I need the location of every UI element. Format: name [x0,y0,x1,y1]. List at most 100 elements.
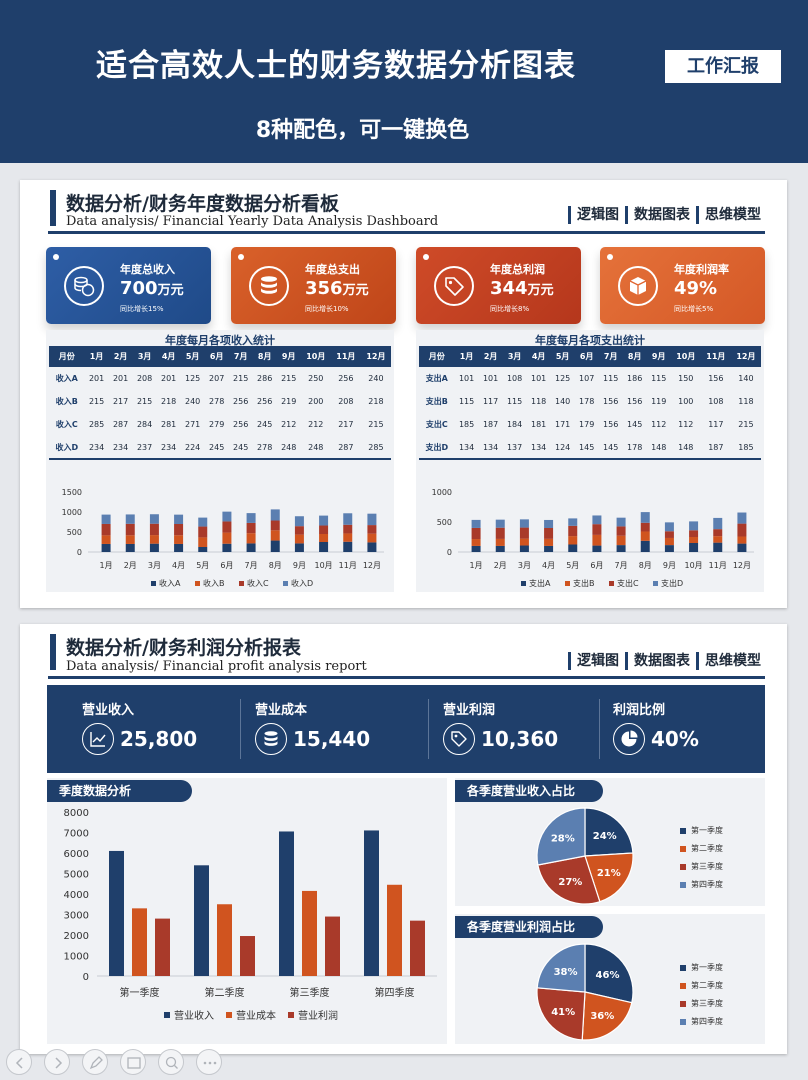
table-cell: 245 [204,436,229,460]
table-cell: 112 [651,420,667,429]
title-accent-bar [50,634,56,670]
legend-item: 第三季度 [680,995,723,1013]
legend-label: 第二季度 [691,981,723,990]
table-cell: 256 [233,420,249,429]
slide-yearly-dashboard[interactable]: 数据分析/财务年度数据分析看板 Data analysis/ Financial… [20,180,787,608]
next-icon[interactable] [44,1049,70,1075]
table-cell: 208 [338,397,354,406]
column-header: 5月 [550,346,575,367]
table-cell: 286 [257,374,273,383]
table-cell: 201 [112,374,129,383]
table-cell: 215 [368,420,384,429]
title-rule [48,231,765,234]
kpi-value: 49% [674,278,718,299]
revenue-share-pie-chart: 24% 21% 27% 28% [536,807,634,905]
zoom-icon[interactable] [158,1049,184,1075]
legend-label: 支出C [617,578,639,588]
metric-profit-ratio: 利润比例 40% [613,685,753,773]
column-header: 6月 [204,346,229,367]
table-cell: 181 [530,420,547,429]
column-header: 8月 [622,346,647,367]
legend-label: 收入C [247,578,269,588]
more-icon[interactable] [196,1049,222,1075]
table-cell: 137 [502,436,527,460]
y-tick-label: 500 [67,528,82,537]
bar-segment [319,515,329,526]
tab-data-charts[interactable]: 数据图表 [625,652,696,670]
legend-swatch [653,581,658,586]
legend-swatch [680,964,686,971]
legend-label: 收入A [159,578,181,588]
table-cell: 240 [185,397,201,406]
x-tick-label: 第一季度 [120,986,160,999]
table-cell: 140 [738,374,754,383]
table-cell: 212 [281,420,297,429]
table-cell: 118 [530,397,547,406]
tab-thinking-models[interactable]: 思维模型 [696,206,767,224]
kpi-card-total-income[interactable]: 年度总收入 700万元 同比增长15% [46,247,211,324]
tab-thinking-models[interactable]: 思维模型 [696,652,767,670]
kpi-card-total-profit[interactable]: 年度总利润 344万元 同比增长8% [416,247,581,324]
income-stacked-bar-chart: 0 500 1000 1500 1月 2月 3月 4月 5月 6月 7月 8月 9月 10月 11月 12月收… [62,488,384,588]
tab-data-charts[interactable]: 数据图表 [625,206,696,224]
kpi-label: 年度总支出 [305,263,360,276]
bar-segment [640,512,650,523]
bar-segment [149,535,159,544]
kpi-card-profit-rate[interactable]: 年度利润率 49% 同比增长5% [600,247,765,324]
table-cell: 117 [482,397,499,406]
tab-logic[interactable]: 逻辑图 [568,652,625,670]
table-cell: 278 [252,436,277,460]
table-cell: 185 [730,436,761,460]
table-cell: 250 [308,374,324,383]
table-cell: 140 [555,397,571,406]
bar [240,936,255,976]
bar-segment [544,545,554,552]
prev-icon[interactable] [6,1049,32,1075]
bar-segment [664,522,674,532]
column-header: 4月 [156,346,181,367]
table-cell: 215 [281,374,297,383]
bar-segment [101,543,111,552]
bar-segment [343,541,353,552]
profit-share-panel: 各季度营业利润占比 46% 36% 41% 38% 第一季度 第二季度 第三季度 第四季度 [455,914,765,1044]
legend-label: 收入B [203,578,225,588]
tab-logic[interactable]: 逻辑图 [568,206,625,224]
bar-segment [343,513,353,525]
column-header: 4月 [526,346,551,367]
bar-segment [246,533,256,544]
legend-label: 营业利润 [298,1009,338,1022]
x-tick-label: 10月 [314,561,332,570]
legend-label: 收入D [291,578,313,588]
bar-segment [125,535,135,544]
legend-item: 第三季度 [680,858,723,876]
bar-segment [198,537,208,547]
legend-label: 第三季度 [691,862,723,871]
legend-label: 支出B [573,578,595,588]
slide-profit-report[interactable]: 数据分析/财务利润分析报表 Data analysis/ Financial p… [20,624,787,1054]
legend-swatch [239,581,244,586]
quarterly-panel: 季度数据分析 0 1000 2000 3000 4000 5000 6000 7000 8000… [47,778,447,1044]
bar [132,908,147,976]
y-tick-label: 6000 [64,849,89,860]
row-header: 收入C [55,420,78,429]
kpi-value: 344万元 [490,278,554,299]
table-cell: 118 [738,397,754,406]
trend-icon [82,723,114,755]
metric-label: 营业收入 [82,703,135,718]
table-cell: 186 [627,374,643,383]
table-cell: 215 [136,397,153,406]
legend-swatch [151,581,156,586]
table-cell: 101 [530,374,547,383]
table-cell: 208 [136,374,153,383]
bar-segment [495,527,505,539]
database-icon [249,266,289,306]
metric-value: 40% [651,727,699,751]
table-cell: 237 [132,436,157,460]
slides-icon[interactable] [120,1049,146,1075]
column-header: 月份 [49,346,85,367]
kpi-card-total-expense[interactable]: 年度总支出 356万元 同比增长10% [231,247,396,324]
title-accent-bar [50,190,56,226]
pen-icon[interactable] [82,1049,108,1075]
x-tick-label: 2月 [124,561,137,570]
table-cell: 125 [185,374,201,383]
